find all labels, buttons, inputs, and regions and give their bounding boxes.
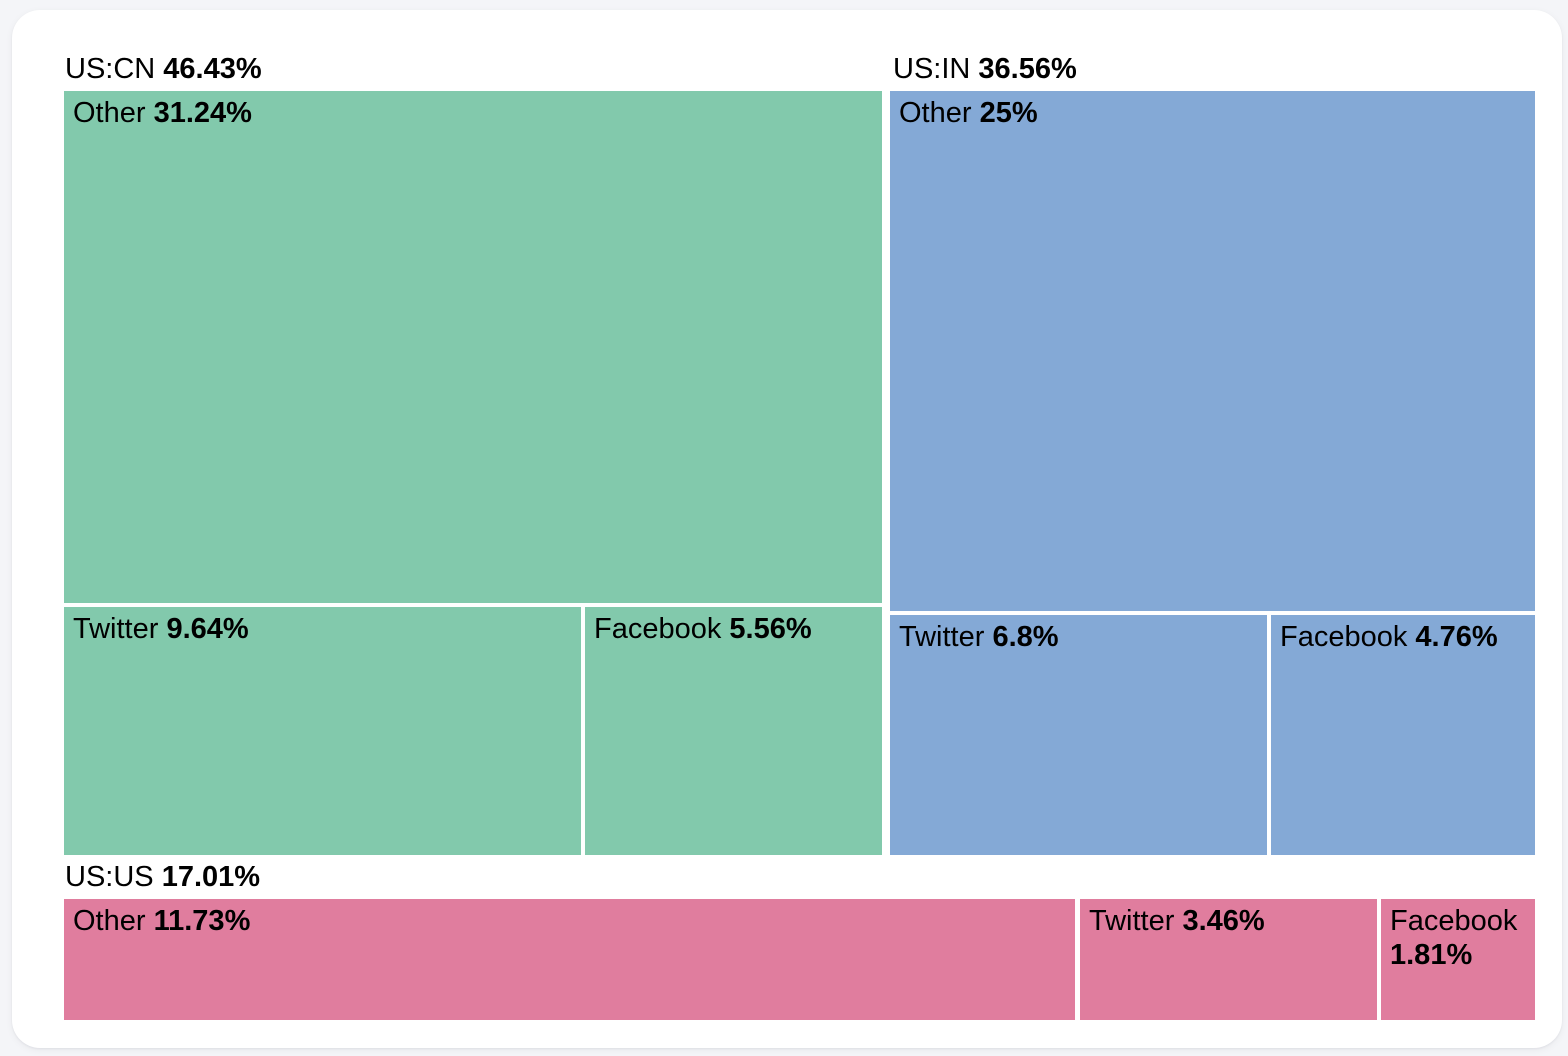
cell-share: 5.56% bbox=[729, 613, 812, 645]
cell-name: Facebook bbox=[1390, 905, 1518, 937]
treemap-chart: US:CN 46.43% Other 31.24% Twitter 9.64% … bbox=[12, 10, 1562, 1048]
cell-share: 1.81% bbox=[1390, 939, 1473, 971]
group-label-us-us: US:US 17.01% bbox=[65, 859, 260, 895]
cell-share: 25% bbox=[979, 97, 1038, 129]
cell-label: Facebook 4.76% bbox=[1271, 615, 1535, 659]
cell-label: Facebook 1.81% bbox=[1381, 899, 1535, 977]
treemap-cell-us-us-twitter[interactable]: Twitter 3.46% bbox=[1080, 899, 1377, 1020]
cell-name: Other bbox=[73, 97, 146, 129]
cell-name: Twitter bbox=[899, 621, 985, 653]
cell-label: Twitter 6.8% bbox=[890, 615, 1267, 659]
cell-share: 9.64% bbox=[166, 613, 249, 645]
group-label-us-cn: US:CN 46.43% bbox=[65, 51, 262, 87]
cell-name: Twitter bbox=[1089, 905, 1175, 937]
cell-name: Other bbox=[73, 905, 146, 937]
cell-share: 3.46% bbox=[1182, 905, 1265, 937]
cell-share: 4.76% bbox=[1415, 621, 1498, 653]
treemap-cell-us-in-other[interactable]: Other 25% bbox=[890, 91, 1535, 611]
chart-card: US:CN 46.43% Other 31.24% Twitter 9.64% … bbox=[12, 10, 1562, 1048]
treemap-cell-us-in-facebook[interactable]: Facebook 4.76% bbox=[1271, 615, 1535, 855]
cell-name: Facebook bbox=[594, 613, 722, 645]
treemap-cell-us-cn-twitter[interactable]: Twitter 9.64% bbox=[64, 607, 581, 855]
group-share: 36.56% bbox=[978, 53, 1077, 85]
treemap-cell-us-in-twitter[interactable]: Twitter 6.8% bbox=[890, 615, 1267, 855]
treemap-cell-us-us-other[interactable]: Other 11.73% bbox=[64, 899, 1075, 1020]
cell-label: Twitter 3.46% bbox=[1080, 899, 1377, 943]
cell-share: 31.24% bbox=[153, 97, 252, 129]
group-share: 46.43% bbox=[163, 53, 262, 85]
group-name: US:IN bbox=[893, 53, 971, 85]
cell-label: Twitter 9.64% bbox=[64, 607, 581, 651]
treemap-cell-us-cn-other[interactable]: Other 31.24% bbox=[64, 91, 882, 603]
cell-name: Facebook bbox=[1280, 621, 1408, 653]
treemap-cell-us-cn-facebook[interactable]: Facebook 5.56% bbox=[585, 607, 882, 855]
cell-label: Other 11.73% bbox=[64, 899, 1075, 943]
cell-share: 11.73% bbox=[153, 905, 251, 937]
cell-label: Other 31.24% bbox=[64, 91, 882, 135]
cell-label: Facebook 5.56% bbox=[585, 607, 882, 651]
group-name: US:CN bbox=[65, 53, 156, 85]
group-label-us-in: US:IN 36.56% bbox=[893, 51, 1077, 87]
treemap-cell-us-us-facebook[interactable]: Facebook 1.81% bbox=[1381, 899, 1535, 1020]
cell-name: Twitter bbox=[73, 613, 159, 645]
group-name: US:US bbox=[65, 861, 154, 893]
cell-share: 6.8% bbox=[992, 621, 1059, 653]
cell-name: Other bbox=[899, 97, 972, 129]
group-share: 17.01% bbox=[161, 861, 261, 893]
cell-label: Other 25% bbox=[890, 91, 1535, 135]
